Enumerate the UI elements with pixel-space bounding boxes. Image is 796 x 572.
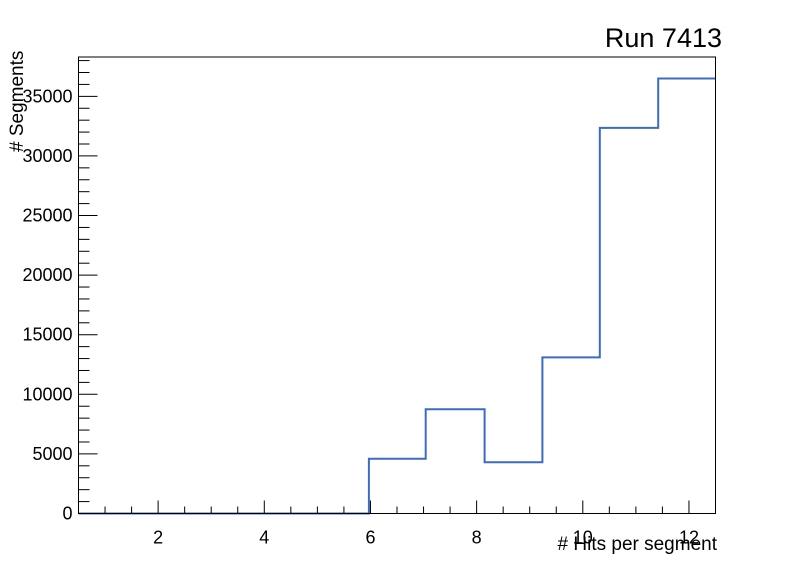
x-axis-title: # Hits per segment xyxy=(557,534,717,555)
x-tick-label: 10 xyxy=(573,527,593,547)
y-tick-label: 20000 xyxy=(22,265,72,285)
chart-title: Run 7413 xyxy=(604,23,722,53)
y-tick-label: 15000 xyxy=(22,325,72,345)
x-tick-label: 6 xyxy=(365,527,375,547)
y-tick-label: 5000 xyxy=(32,444,72,464)
x-tick-label: 12 xyxy=(679,527,699,547)
histogram-line xyxy=(78,77,716,515)
y-tick-label: 35000 xyxy=(22,86,72,106)
x-tick-label: 8 xyxy=(472,527,482,547)
y-tick-label: 0 xyxy=(62,504,72,524)
y-tick-label: 30000 xyxy=(22,146,72,166)
plot-frame xyxy=(78,56,716,514)
y-tick-label: 10000 xyxy=(22,384,72,404)
y-axis-title: # Segments xyxy=(7,50,28,152)
x-tick-label: 2 xyxy=(153,527,163,547)
x-tick-label: 4 xyxy=(259,527,269,547)
y-tick-label: 25000 xyxy=(22,206,72,226)
